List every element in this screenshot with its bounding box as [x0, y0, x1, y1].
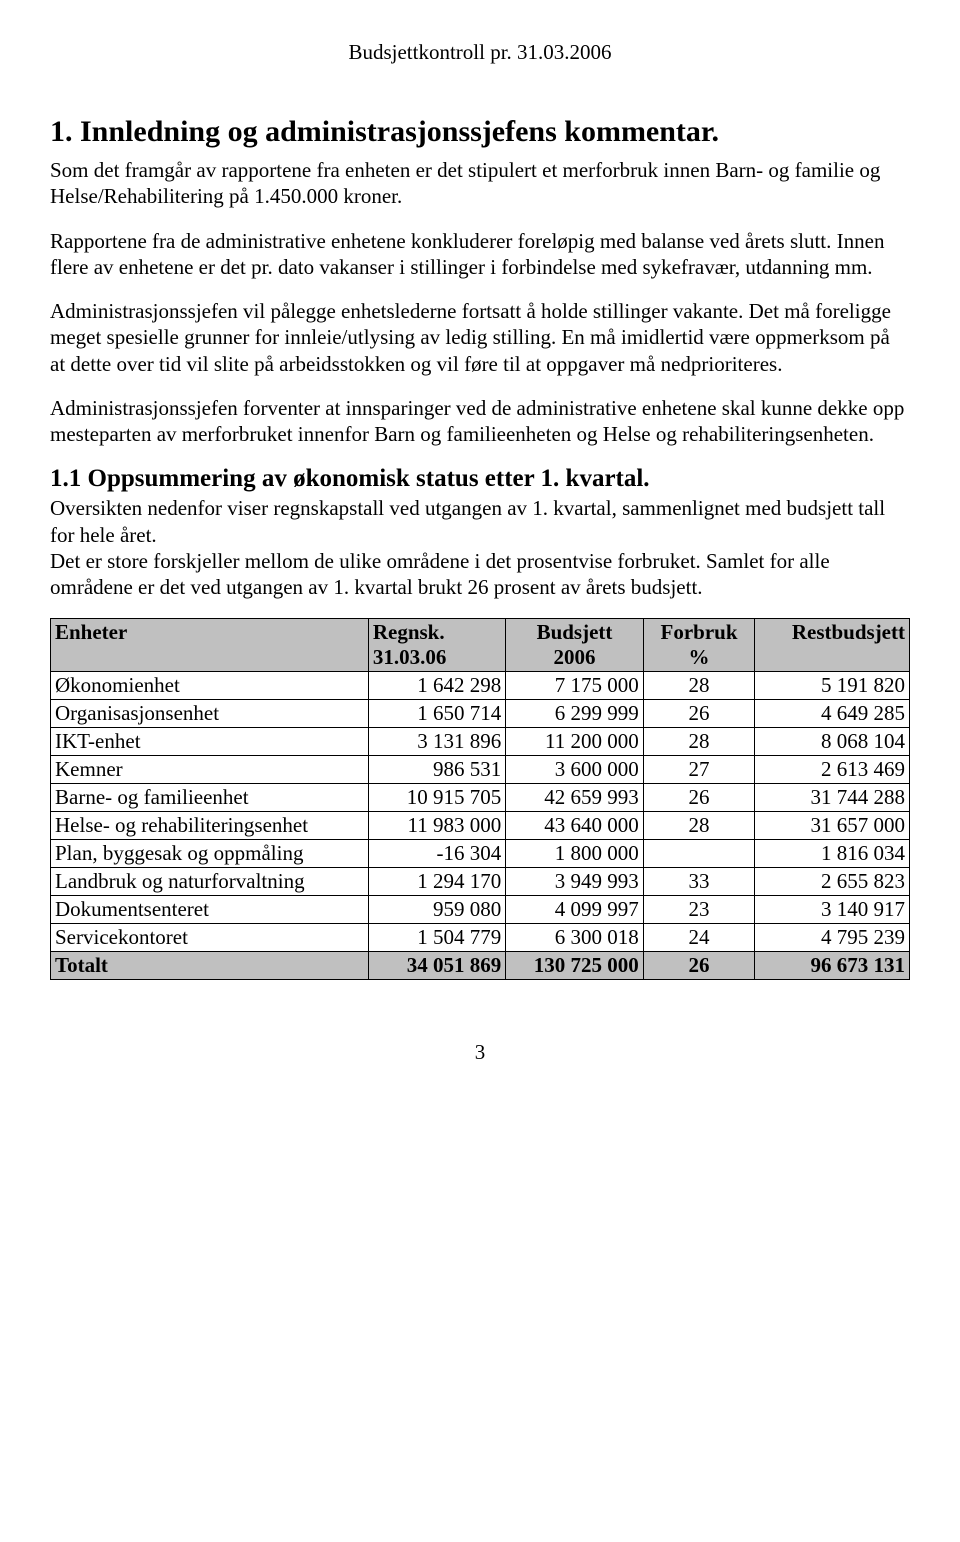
cell-regnsk: -16 304 — [368, 840, 505, 868]
cell-name: Økonomienhet — [51, 672, 369, 700]
cell-regnsk: 34 051 869 — [368, 952, 505, 980]
paragraph-2: Rapportene fra de administrative enheten… — [50, 228, 910, 281]
cell-forbruk: 23 — [643, 896, 755, 924]
cell-budsjett: 1 800 000 — [506, 840, 643, 868]
cell-regnsk: 1 294 170 — [368, 868, 505, 896]
cell-name: Organisasjonsenhet — [51, 700, 369, 728]
cell-name: Plan, byggesak og oppmåling — [51, 840, 369, 868]
cell-rest: 4 649 285 — [755, 700, 910, 728]
table-row: Plan, byggesak og oppmåling-16 3041 800 … — [51, 840, 910, 868]
paragraph-4: Administrasjonssjefen forventer at innsp… — [50, 395, 910, 448]
cell-rest: 2 613 469 — [755, 756, 910, 784]
paragraph-3: Administrasjonssjefen vil pålegge enhets… — [50, 298, 910, 377]
section-title: 1. Innledning og administrasjonssjefens … — [50, 115, 910, 149]
cell-regnsk: 1 642 298 — [368, 672, 505, 700]
cell-forbruk: 27 — [643, 756, 755, 784]
table-row: Organisasjonsenhet1 650 7146 299 999264 … — [51, 700, 910, 728]
table-row: Økonomienhet1 642 2987 175 000285 191 82… — [51, 672, 910, 700]
cell-regnsk: 1 504 779 — [368, 924, 505, 952]
col-header-regnsk-l1: Regnsk. — [373, 620, 445, 644]
table-row: Kemner986 5313 600 000272 613 469 — [51, 756, 910, 784]
cell-regnsk: 10 915 705 — [368, 784, 505, 812]
cell-rest: 3 140 917 — [755, 896, 910, 924]
cell-budsjett: 11 200 000 — [506, 728, 643, 756]
cell-name: Helse- og rehabiliteringsenhet — [51, 812, 369, 840]
cell-budsjett: 43 640 000 — [506, 812, 643, 840]
cell-forbruk: 26 — [643, 952, 755, 980]
cell-budsjett: 3 600 000 — [506, 756, 643, 784]
cell-regnsk: 959 080 — [368, 896, 505, 924]
paragraph-5b: Det er store forskjeller mellom de ulike… — [50, 548, 910, 601]
cell-rest: 31 657 000 — [755, 812, 910, 840]
page-number: 3 — [50, 1040, 910, 1065]
cell-forbruk — [643, 840, 755, 868]
table-row: Helse- og rehabiliteringsenhet11 983 000… — [51, 812, 910, 840]
paragraph-1: Som det framgår av rapportene fra enhete… — [50, 157, 910, 210]
cell-budsjett: 6 299 999 — [506, 700, 643, 728]
cell-budsjett: 42 659 993 — [506, 784, 643, 812]
cell-rest: 31 744 288 — [755, 784, 910, 812]
paragraph-5a: Oversikten nedenfor viser regnskapstall … — [50, 495, 910, 548]
cell-budsjett: 4 099 997 — [506, 896, 643, 924]
cell-rest: 4 795 239 — [755, 924, 910, 952]
cell-forbruk: 28 — [643, 812, 755, 840]
col-header-regnsk-l2: 31.03.06 — [373, 645, 447, 669]
cell-forbruk: 28 — [643, 728, 755, 756]
col-header-budsjett-l2: 2006 — [553, 645, 595, 669]
cell-regnsk: 11 983 000 — [368, 812, 505, 840]
cell-rest: 2 655 823 — [755, 868, 910, 896]
cell-rest: 5 191 820 — [755, 672, 910, 700]
col-header-budsjett: Budsjett 2006 — [506, 619, 643, 672]
cell-name: Dokumentsenteret — [51, 896, 369, 924]
cell-rest: 1 816 034 — [755, 840, 910, 868]
table-row: Servicekontoret1 504 7796 300 018244 795… — [51, 924, 910, 952]
table-row: Barne- og familieenhet10 915 70542 659 9… — [51, 784, 910, 812]
col-header-enheter: Enheter — [51, 619, 369, 672]
table-total-row: Totalt34 051 869130 725 0002696 673 131 — [51, 952, 910, 980]
cell-name: Totalt — [51, 952, 369, 980]
cell-regnsk: 986 531 — [368, 756, 505, 784]
cell-name: Kemner — [51, 756, 369, 784]
page-header: Budsjettkontroll pr. 31.03.2006 — [50, 40, 910, 65]
cell-forbruk: 28 — [643, 672, 755, 700]
cell-budsjett: 6 300 018 — [506, 924, 643, 952]
cell-forbruk: 24 — [643, 924, 755, 952]
cell-forbruk: 26 — [643, 700, 755, 728]
cell-forbruk: 33 — [643, 868, 755, 896]
col-header-regnsk: Regnsk. 31.03.06 — [368, 619, 505, 672]
cell-name: Servicekontoret — [51, 924, 369, 952]
col-header-forbruk-l1: Forbruk — [661, 620, 738, 644]
subsection-title: 1.1 Oppsummering av økonomisk status ett… — [50, 465, 910, 493]
cell-name: Landbruk og naturforvaltning — [51, 868, 369, 896]
cell-regnsk: 1 650 714 — [368, 700, 505, 728]
col-header-forbruk-l2: % — [689, 645, 710, 669]
cell-name: Barne- og familieenhet — [51, 784, 369, 812]
table-header-row: Enheter Regnsk. 31.03.06 Budsjett 2006 F… — [51, 619, 910, 672]
cell-name: IKT-enhet — [51, 728, 369, 756]
col-header-budsjett-l1: Budsjett — [537, 620, 613, 644]
cell-forbruk: 26 — [643, 784, 755, 812]
budget-table: Enheter Regnsk. 31.03.06 Budsjett 2006 F… — [50, 618, 910, 980]
cell-rest: 96 673 131 — [755, 952, 910, 980]
cell-budsjett: 3 949 993 — [506, 868, 643, 896]
cell-budsjett: 130 725 000 — [506, 952, 643, 980]
col-header-forbruk: Forbruk % — [643, 619, 755, 672]
cell-regnsk: 3 131 896 — [368, 728, 505, 756]
col-header-rest: Restbudsjett — [755, 619, 910, 672]
cell-budsjett: 7 175 000 — [506, 672, 643, 700]
table-row: IKT-enhet3 131 89611 200 000288 068 104 — [51, 728, 910, 756]
table-row: Landbruk og naturforvaltning1 294 1703 9… — [51, 868, 910, 896]
table-row: Dokumentsenteret959 0804 099 997233 140 … — [51, 896, 910, 924]
cell-rest: 8 068 104 — [755, 728, 910, 756]
